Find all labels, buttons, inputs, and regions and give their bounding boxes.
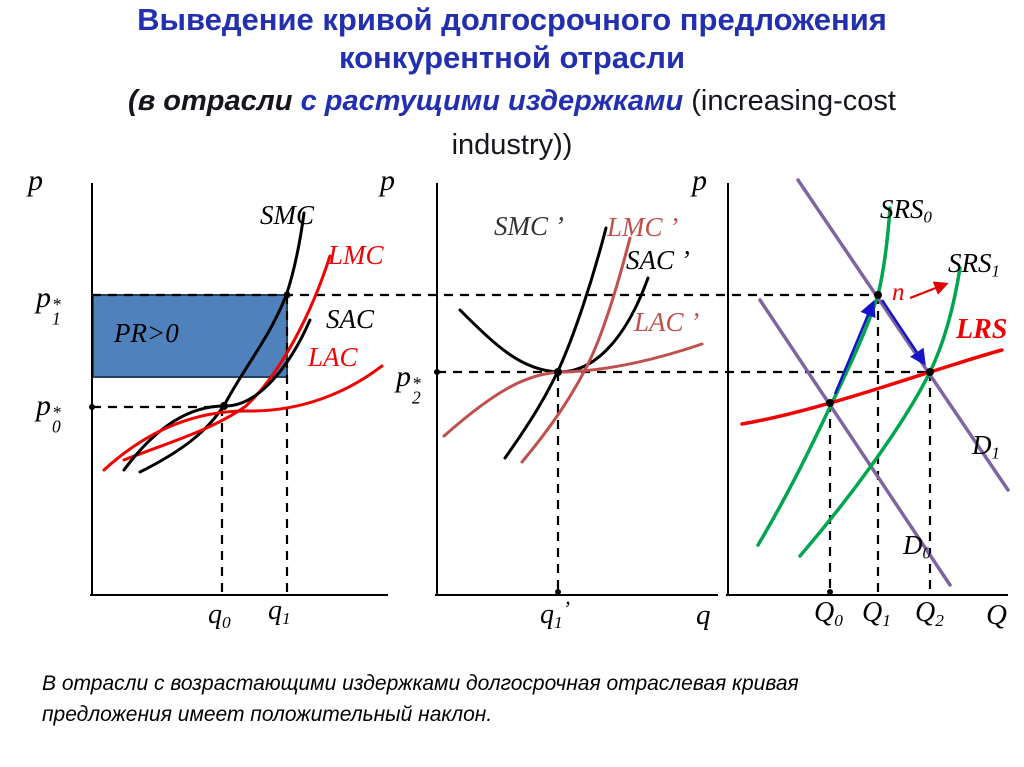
q1p-prime: ’	[562, 597, 570, 621]
lac-label: LAC	[308, 342, 358, 372]
profit-label: PR>0	[114, 318, 179, 348]
smc-prime-curve	[503, 226, 608, 460]
long-run-equilibrium-dot	[926, 368, 934, 376]
sac-prime-label: SAC ’	[626, 245, 690, 275]
d0-base: D	[903, 530, 923, 560]
sac-label: SAC	[326, 304, 375, 334]
right-qty-axis-label: Q	[986, 599, 1007, 631]
Q1-sub: 1	[882, 610, 891, 630]
n-entry-arrow	[909, 281, 949, 300]
p0-axis-dot	[89, 404, 95, 410]
q0-sub: 0	[222, 612, 231, 632]
sac-min-dot	[220, 402, 228, 410]
title-line-3-pre: (в отрасли	[128, 85, 301, 117]
Q0-sub: 0	[834, 610, 843, 630]
lmc-curve	[122, 254, 332, 462]
srs0-supply-curve	[756, 206, 892, 547]
d1-base: D	[972, 430, 992, 460]
lmc-prime-curve	[520, 236, 632, 464]
sac-prime-min-dot	[554, 368, 562, 376]
p1-star-label: p * 1	[36, 281, 61, 329]
lmc-label: LMC	[328, 240, 384, 270]
Q0-label: Q0	[814, 597, 843, 630]
srs0-base: SRS	[880, 194, 924, 224]
srs1-sub: 1	[991, 261, 1000, 281]
p0-star-label: p * 0	[36, 389, 61, 437]
smc-label: SMC	[260, 200, 314, 230]
p0-sup: *	[52, 402, 61, 423]
p1-sup: *	[52, 294, 61, 315]
d0-sub: 0	[922, 543, 931, 563]
lac-curve	[102, 364, 384, 472]
shift-arrow-down	[880, 299, 926, 366]
q1-prime-label: q1’	[540, 597, 570, 632]
q1-label: q1	[268, 595, 291, 628]
srs1-label: SRS1	[948, 250, 1000, 280]
right-price-axis-label: p	[692, 164, 707, 197]
Q1-base: Q	[862, 597, 883, 628]
srs0-label: SRS0	[880, 196, 932, 226]
d1-label: D1	[972, 432, 1000, 462]
lrs-supply-curve	[740, 348, 1004, 426]
q1-sub: 1	[282, 608, 291, 628]
p2-sup: *	[412, 373, 421, 394]
p2-axis-dot	[434, 369, 440, 375]
d0-demand-curve	[758, 298, 952, 587]
q1p-base: q	[540, 598, 554, 630]
d1-sub: 1	[991, 443, 1000, 463]
title-line-3-post: (increasing-cost	[683, 85, 896, 117]
q0-base: q	[208, 599, 222, 630]
title-line-3-emphasis: с растущими издержками	[300, 85, 684, 117]
q1-prime-axis-dot	[555, 589, 561, 595]
p2-subsup: * 2	[412, 373, 421, 408]
Q2-sub: 2	[935, 610, 944, 630]
d1-demand-curve	[796, 178, 1010, 492]
p0-base: p	[36, 389, 51, 422]
n-label: n	[892, 279, 905, 306]
p2-sub: 2	[412, 387, 421, 408]
title-line-1: Выведение кривой долгосрочного предложен…	[137, 2, 887, 37]
title-line-3: (в отрасли с растущими издержками (incre…	[0, 85, 1024, 118]
shift-arrow-up	[833, 300, 876, 395]
short-run-equilibrium-dot	[874, 291, 882, 299]
q1-base: q	[268, 595, 282, 626]
smc-curve	[138, 211, 306, 474]
Q1-label: Q1	[862, 597, 891, 630]
p2-base: p	[396, 360, 411, 393]
p1-subsup: * 1	[52, 294, 61, 329]
p1-base: p	[36, 281, 51, 314]
p1-sub: 1	[52, 308, 61, 329]
lrs-label: LRS	[956, 314, 1008, 345]
Q0-axis-dot	[827, 589, 833, 595]
lac-prime-label: LAC ’	[634, 307, 700, 337]
q1p-sub: 1	[554, 612, 563, 632]
title-line-2: конкурентной отрасли	[338, 40, 686, 75]
sac-prime-curve	[458, 276, 650, 374]
srs1-supply-curve	[798, 266, 962, 558]
smc-prime-label: SMC ’	[494, 211, 564, 241]
d0-label: D0	[903, 532, 931, 562]
q0-label: q0	[208, 599, 231, 632]
title-line-4-text: industry))	[451, 129, 573, 161]
title-line-4: industry))	[0, 129, 1024, 162]
left-price-axis-label: p	[28, 164, 43, 197]
Q2-base: Q	[915, 597, 936, 628]
p0-sub: 0	[52, 416, 61, 437]
middle-qty-axis-label: q	[696, 599, 711, 631]
p0-subsup: * 0	[52, 402, 61, 437]
initial-equilibrium-dot	[826, 399, 834, 407]
srs0-sub: 0	[923, 207, 932, 227]
Q2-label: Q2	[915, 597, 944, 630]
p2-star-label: p * 2	[396, 360, 421, 408]
footer-line-1: В отрасли с возрастающими издержками дол…	[42, 672, 799, 695]
srs1-base: SRS	[948, 248, 992, 278]
Q0-base: Q	[814, 597, 835, 628]
profit-max-dot	[283, 291, 291, 299]
lmc-prime-label: LMC ’	[607, 212, 679, 242]
footer-line-2: предложения имеет положительный наклон.	[42, 703, 493, 726]
middle-price-axis-label: p	[380, 164, 395, 197]
